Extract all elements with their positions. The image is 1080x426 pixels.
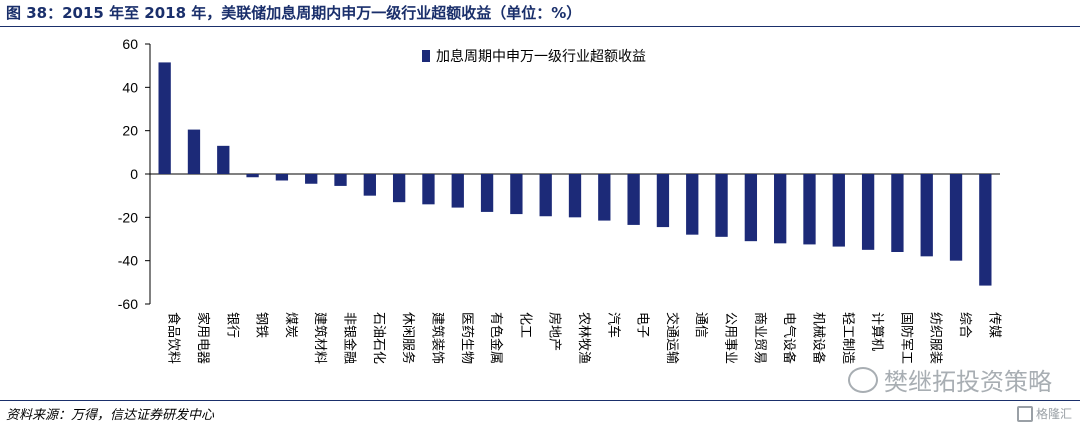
x-tick-label: 计算机 — [869, 312, 884, 351]
x-tick-label: 国防军工 — [898, 312, 914, 364]
bar — [451, 174, 464, 208]
bar — [510, 174, 523, 215]
y-tick-label: -60 — [118, 296, 138, 312]
watermark: 樊继拓投资策略 — [848, 362, 1052, 397]
brand-logo: 格隆汇 — [1016, 405, 1072, 422]
legend-label: 加息周期中申万一级行业超额收益 — [436, 48, 646, 65]
x-tick-label: 建筑装饰 — [429, 312, 445, 364]
x-tick-label: 房地产 — [547, 312, 563, 351]
x-tick-label: 传媒 — [986, 312, 1001, 338]
bar — [832, 174, 845, 247]
x-tick-label: 通信 — [693, 312, 708, 338]
watermark-text: 樊继拓投资策略 — [884, 368, 1052, 396]
bar — [334, 174, 347, 186]
bar — [979, 174, 992, 286]
x-tick-label: 煤炭 — [283, 312, 298, 338]
x-tick-label: 食品饮料 — [166, 312, 182, 364]
legend-swatch — [422, 50, 430, 62]
title-divider — [0, 26, 1080, 27]
x-tick-label: 纺织服装 — [928, 312, 943, 364]
y-tick-label: 40 — [122, 79, 138, 95]
x-tick-label: 建筑材料 — [312, 312, 328, 364]
bar — [861, 174, 875, 250]
logo-icon — [1016, 405, 1033, 422]
y-tick-label: 0 — [130, 166, 138, 182]
x-tick-label: 休闲服务 — [400, 312, 416, 364]
x-tick-label: 汽车 — [605, 312, 621, 338]
bar — [305, 174, 318, 184]
bar — [920, 174, 933, 257]
x-tick-label: 医药生物 — [459, 312, 474, 364]
y-tick-label: -40 — [118, 253, 138, 269]
bar — [158, 62, 171, 174]
bar — [539, 174, 552, 217]
x-tick-label: 石油石化 — [371, 312, 386, 364]
bar — [598, 174, 611, 221]
x-tick-label: 综合 — [957, 312, 972, 338]
x-tick-label: 电子 — [635, 312, 650, 338]
bar — [246, 174, 259, 178]
y-tick-label: 60 — [122, 36, 138, 52]
bar — [187, 129, 201, 174]
x-tick-label: 化工 — [517, 312, 532, 338]
x-tick-label: 交通运输 — [664, 312, 680, 364]
x-tick-label: 公用事业 — [723, 312, 738, 364]
x-tick-label: 电气设备 — [781, 312, 797, 364]
bar — [686, 174, 699, 235]
bar — [715, 174, 728, 237]
wechat-icon — [848, 366, 878, 393]
bar — [480, 174, 494, 212]
x-tick-label: 银行 — [224, 312, 239, 338]
bar — [656, 174, 670, 228]
bar — [363, 174, 376, 196]
bar — [392, 174, 406, 203]
bar — [891, 174, 904, 252]
figure-title: 图 38：2015 年至 2018 年，美联储加息周期内申万一级行业超额收益（单… — [6, 4, 582, 22]
bar — [803, 174, 816, 245]
x-tick-label: 钢铁 — [254, 312, 269, 338]
x-tick-label: 商业贸易 — [752, 312, 767, 364]
bar-chart: 60 40 20 0 -20 -40 -60 食品饮料 家用电器 银行 钢铁 煤炭 建筑材料 非银金融 石油… — [118, 36, 1002, 364]
bar — [774, 174, 787, 244]
bar — [275, 174, 289, 181]
x-tick-label: 农林牧渔 — [576, 312, 591, 364]
bar — [949, 174, 963, 261]
logo-text: 格隆汇 — [1035, 407, 1072, 421]
x-tick-label: 轻工制造 — [840, 312, 855, 364]
bar — [217, 145, 230, 174]
bar — [627, 174, 640, 225]
source-note: 资料来源：万得，信达证券研发中心 — [6, 408, 215, 423]
bar — [568, 174, 582, 218]
x-tick-label: 有色金属 — [488, 312, 504, 364]
x-tick-label: 非银金融 — [342, 312, 358, 364]
x-tick-label: 机械设备 — [810, 312, 826, 364]
bar — [744, 174, 758, 242]
x-tick-label: 家用电器 — [195, 312, 211, 364]
bar — [422, 174, 435, 205]
source-divider — [0, 400, 1080, 401]
y-tick-label: 20 — [122, 123, 138, 139]
y-tick-label: -20 — [118, 209, 138, 225]
